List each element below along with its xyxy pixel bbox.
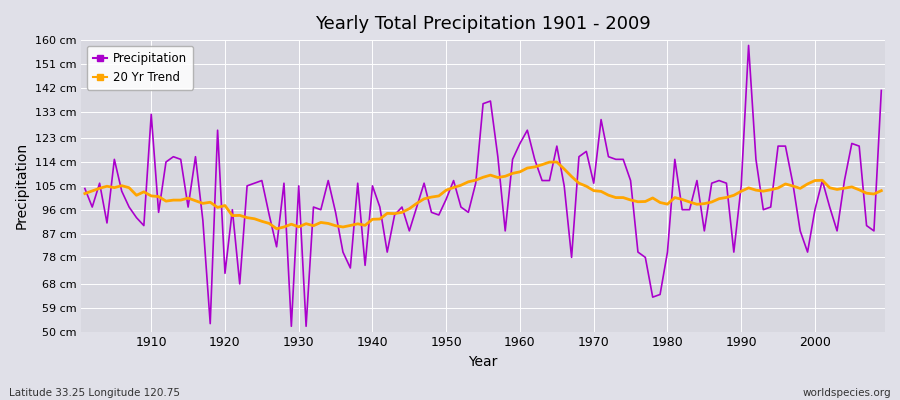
X-axis label: Year: Year [468, 355, 498, 369]
Title: Yearly Total Precipitation 1901 - 2009: Yearly Total Precipitation 1901 - 2009 [315, 15, 651, 33]
Text: worldspecies.org: worldspecies.org [803, 388, 891, 398]
Legend: Precipitation, 20 Yr Trend: Precipitation, 20 Yr Trend [87, 46, 194, 90]
Text: Latitude 33.25 Longitude 120.75: Latitude 33.25 Longitude 120.75 [9, 388, 180, 398]
Y-axis label: Precipitation: Precipitation [15, 142, 29, 230]
